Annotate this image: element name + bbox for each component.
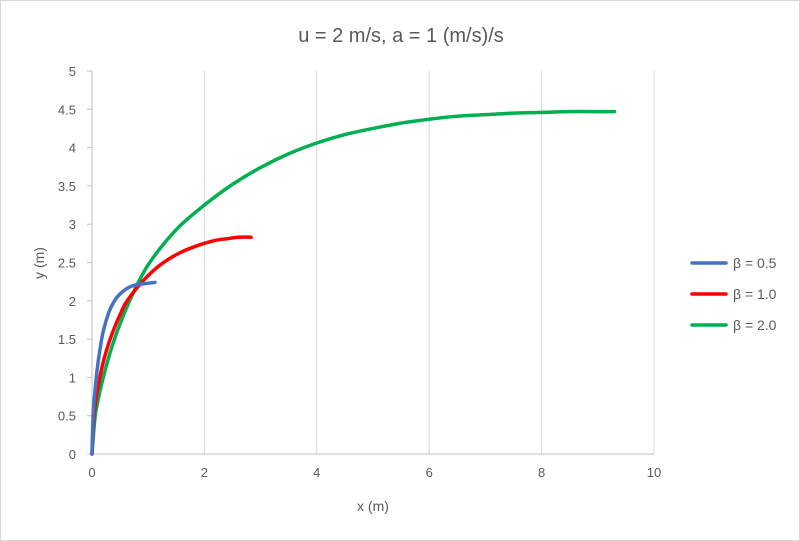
x-tick-label: 8 (538, 465, 545, 480)
y-tick-label: 5 (69, 64, 76, 79)
x-tick-label: 10 (647, 465, 661, 480)
grid-layer (203, 71, 655, 454)
y-tick-label: 0 (69, 447, 76, 462)
x-axis-label: x (m) (357, 498, 389, 514)
x-tick-label: 4 (313, 465, 320, 480)
y-axis-label: y (m) (31, 247, 47, 279)
legend-label-2: β = 1.0 (733, 286, 777, 302)
y-tick-label: 1 (69, 370, 76, 385)
y-tick-label: 3.5 (58, 179, 76, 194)
y-tick-label: 4.5 (58, 102, 76, 117)
y-tick-label: 2.5 (58, 256, 76, 271)
axis-layer: 0 2 4 6 8 10 0 0.5 1 1.5 2 2.5 3 3.5 4 4.5 5 (58, 64, 661, 480)
series-layer (90, 109, 617, 456)
legend: β = 0.5 β = 1.0 β = 2.0 (690, 255, 777, 333)
series-line-3 (90, 109, 617, 456)
series-line-2 (90, 235, 253, 456)
y-tick-label: 4 (69, 141, 76, 156)
x-tick-label: 6 (426, 465, 433, 480)
legend-label-1: β = 0.5 (733, 255, 777, 271)
series-line-1 (90, 280, 157, 456)
chart-title: u = 2 m/s, a = 1 (m/s)/s (298, 25, 504, 47)
y-tick-label: 1.5 (58, 332, 76, 347)
legend-label-3: β = 2.0 (733, 317, 777, 333)
x-tick-label: 2 (201, 465, 208, 480)
x-tick-label: 0 (88, 465, 95, 480)
y-tick-label: 2 (69, 294, 76, 309)
y-tick-label: 3 (69, 217, 76, 232)
y-tick-label: 0.5 (58, 409, 76, 424)
